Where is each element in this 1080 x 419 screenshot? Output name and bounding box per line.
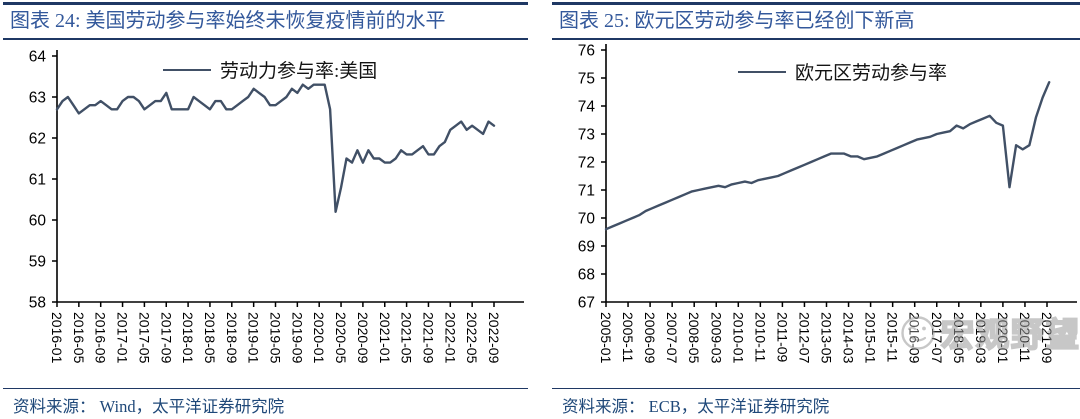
svg-text:2019-03: 2019-03 xyxy=(973,312,989,364)
svg-text:74: 74 xyxy=(578,99,596,116)
svg-text:67: 67 xyxy=(578,295,595,312)
svg-text:2009-03: 2009-03 xyxy=(708,312,724,364)
svg-text:2019-05: 2019-05 xyxy=(268,312,284,364)
svg-text:73: 73 xyxy=(578,127,595,144)
svg-text:61: 61 xyxy=(29,172,46,189)
svg-text:62: 62 xyxy=(29,131,46,148)
svg-text:68: 68 xyxy=(578,267,595,284)
svg-text:2007-07: 2007-07 xyxy=(664,312,680,364)
svg-text:2019-09: 2019-09 xyxy=(289,312,305,364)
svg-text:2005-01: 2005-01 xyxy=(598,312,614,364)
panel-top-rule xyxy=(3,2,528,5)
legend-line-sample xyxy=(163,68,211,71)
svg-text:2017-07: 2017-07 xyxy=(929,312,945,364)
source-note: 资料来源： Wind，太平洋证券研究院 xyxy=(13,397,285,416)
source-divider xyxy=(552,388,1080,389)
svg-text:76: 76 xyxy=(578,43,595,60)
svg-text:2018-05: 2018-05 xyxy=(202,312,218,364)
svg-text:2017-09: 2017-09 xyxy=(158,312,174,364)
svg-text:2020-05: 2020-05 xyxy=(333,312,349,364)
chart-legend: 欧元区劳动参与率 xyxy=(738,58,947,85)
svg-text:2021-09: 2021-09 xyxy=(420,312,436,364)
svg-text:58: 58 xyxy=(29,295,46,312)
svg-text:2022-05: 2022-05 xyxy=(464,312,480,364)
svg-text:2013-05: 2013-05 xyxy=(819,312,835,364)
svg-text:2014-03: 2014-03 xyxy=(841,312,857,364)
svg-text:2022-09: 2022-09 xyxy=(486,312,502,364)
svg-text:2011-09: 2011-09 xyxy=(774,312,790,363)
euro-participation-chart-area: 76 75 74 73 72 71 70 69 68 67 2005-01 2005-11 2006-0… xyxy=(552,40,1080,388)
svg-text:70: 70 xyxy=(578,211,596,228)
svg-text:2010-01: 2010-01 xyxy=(730,312,746,364)
svg-text:2018-09: 2018-09 xyxy=(224,312,240,364)
svg-text:60: 60 xyxy=(29,213,47,230)
title-underline xyxy=(552,38,1080,40)
figure-panel-euro: 图表 25: 欧元区劳动参与率已经创下新高 76 75 74 73 72 71 70 69 68… xyxy=(552,2,1080,419)
svg-text:2016-05: 2016-05 xyxy=(71,312,87,364)
us-participation-chart-area: 64 63 62 61 60 59 58 2016-01 2016-05 2016-09 2017-… xyxy=(3,40,528,388)
svg-text:2017-05: 2017-05 xyxy=(136,312,152,364)
svg-text:75: 75 xyxy=(578,71,595,88)
legend-line-sample xyxy=(738,70,786,73)
svg-text:59: 59 xyxy=(29,254,46,271)
panel-top-rule xyxy=(552,2,1080,5)
svg-text:2020-09: 2020-09 xyxy=(355,312,371,364)
source-note: 资料来源： ECB，太平洋证券研究院 xyxy=(562,397,830,416)
source-divider xyxy=(3,388,528,389)
svg-text:63: 63 xyxy=(29,90,46,107)
svg-text:2018-05: 2018-05 xyxy=(951,312,967,364)
chart-legend: 劳动力参与率:美国 xyxy=(163,56,377,83)
svg-text:2021-09: 2021-09 xyxy=(1039,312,1055,364)
svg-text:2018-01: 2018-01 xyxy=(180,312,196,364)
svg-text:2021-05: 2021-05 xyxy=(399,312,415,364)
svg-text:69: 69 xyxy=(578,239,595,256)
svg-text:2015-01: 2015-01 xyxy=(863,312,879,364)
figure-title: 图表 24: 美国劳动参与率始终未恢复疫情前的水平 xyxy=(10,10,446,32)
svg-text:2017-01: 2017-01 xyxy=(115,312,131,364)
svg-text:2021-01: 2021-01 xyxy=(377,312,393,364)
svg-text:2022-01: 2022-01 xyxy=(442,312,458,364)
legend-label: 劳动力参与率:美国 xyxy=(220,61,378,82)
svg-text:2016-01: 2016-01 xyxy=(49,312,65,364)
svg-text:2010-11: 2010-11 xyxy=(752,312,768,363)
svg-text:64: 64 xyxy=(29,49,47,66)
figure-panel-us: 图表 24: 美国劳动参与率始终未恢复疫情前的水平 64 63 62 61 60 59 58… xyxy=(3,2,528,419)
svg-text:71: 71 xyxy=(578,183,595,200)
svg-text:2019-01: 2019-01 xyxy=(246,312,262,364)
svg-text:2016-09: 2016-09 xyxy=(907,312,923,364)
svg-text:2005-11: 2005-11 xyxy=(620,312,636,363)
svg-text:2020-01: 2020-01 xyxy=(995,312,1011,364)
figure-title: 图表 25: 欧元区劳动参与率已经创下新高 xyxy=(559,10,915,32)
svg-text:2020-01: 2020-01 xyxy=(311,312,327,364)
svg-text:2020-11: 2020-11 xyxy=(1017,312,1033,363)
svg-text:2015-11: 2015-11 xyxy=(885,312,901,363)
svg-text:2016-09: 2016-09 xyxy=(93,312,109,364)
svg-text:2008-05: 2008-05 xyxy=(686,312,702,364)
svg-text:2012-07: 2012-07 xyxy=(796,312,812,364)
svg-text:72: 72 xyxy=(578,155,595,172)
title-underline xyxy=(3,38,528,40)
svg-text:2006-09: 2006-09 xyxy=(642,312,658,364)
legend-label: 欧元区劳动参与率 xyxy=(795,63,948,84)
